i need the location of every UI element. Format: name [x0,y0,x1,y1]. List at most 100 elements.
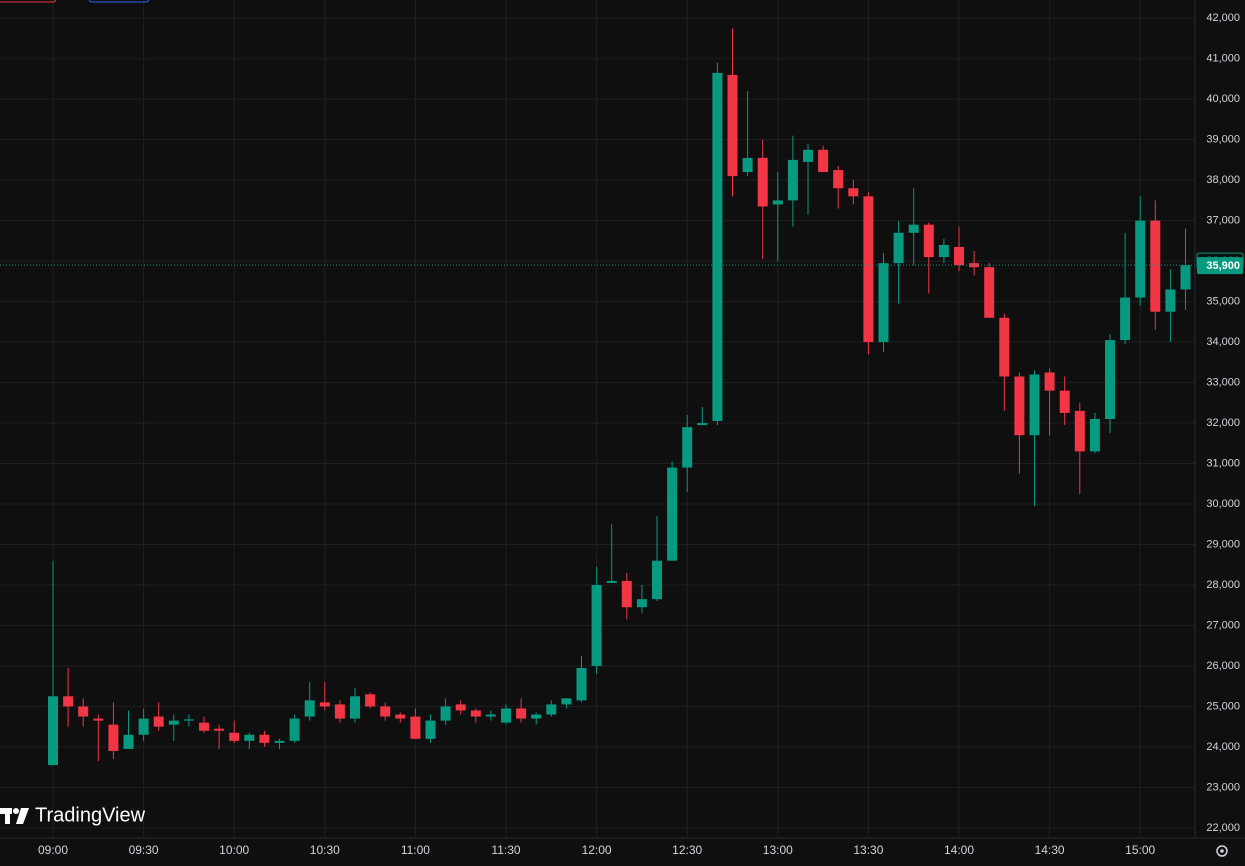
y-tick-label: 40,000 [1206,93,1240,105]
candles [48,28,1191,766]
y-tick-label: 23,000 [1206,781,1240,793]
x-tick-label: 09:00 [38,843,68,857]
candle-body [682,427,693,468]
candle-body [183,719,194,721]
x-tick-label: 09:30 [129,843,159,857]
last-price-box [1197,257,1243,275]
x-tick-label: 13:00 [763,843,793,857]
candle-body [636,599,647,608]
candle-body [304,700,315,717]
y-tick-label: 37,000 [1206,215,1240,227]
settings-dot[interactable] [1220,849,1224,853]
candle-body [591,584,602,666]
candle-body [63,696,74,707]
y-tick-label: 35,000 [1206,296,1240,308]
candle-body [652,560,662,600]
candle-body [365,694,376,707]
candle-body [395,714,406,719]
y-tick-label: 30,000 [1206,498,1240,510]
candle-body [1089,419,1100,452]
y-tick-label: 34,000 [1206,336,1240,348]
x-tick-label: 11:00 [401,843,430,857]
candle-body [999,317,1010,377]
candle-body [863,196,874,343]
candle-body [1044,372,1055,391]
candle-body [938,244,949,258]
candle-body [440,706,451,721]
x-tick-label: 12:00 [582,843,612,857]
candle-body [531,714,542,719]
toolbar-button[interactable] [88,0,150,3]
y-tick-label: 26,000 [1206,660,1240,672]
candle-body [123,734,134,749]
candle-body [214,728,225,731]
y-tick-label: 32,000 [1206,417,1240,429]
candle-body [969,263,980,268]
last-price-label: 35,900 [1206,260,1240,272]
candle-body [501,708,511,723]
y-tick-label: 27,000 [1206,619,1240,631]
candle-body [742,157,753,173]
candle-body [289,718,300,741]
candle-body [1059,390,1070,413]
logo-mark [5,808,10,824]
candle-body [621,580,632,608]
logo-mark [13,808,19,814]
candle-body [908,224,919,233]
y-tick-label: 24,000 [1206,741,1240,753]
candle-body [1074,410,1085,452]
candle-body [485,714,496,717]
candle-body [984,267,995,318]
y-tick-label: 28,000 [1206,579,1240,591]
candle-body [199,722,209,731]
candle-body [923,224,934,258]
x-tick-label: 13:30 [853,843,883,857]
candle-body [954,246,964,266]
candle-body [168,720,179,725]
y-tick-label: 22,000 [1206,822,1240,834]
candle-body [455,704,466,711]
candle-body [93,718,104,721]
y-tick-label: 31,000 [1206,457,1240,469]
x-tick-label: 14:00 [944,843,974,857]
candle-body [606,580,617,583]
candle-body [410,716,421,739]
x-tick-label: 14:30 [1035,843,1065,857]
candle-body [153,716,164,727]
candle-body [712,72,723,422]
candle-body [470,710,481,717]
settings-icon[interactable] [1216,845,1228,857]
candle-body [561,698,572,705]
x-tick-label: 12:30 [672,843,702,857]
candle-body [274,740,285,743]
candle-body [803,149,813,162]
x-tick-label: 11:30 [491,843,520,857]
candle-body [818,149,829,173]
watermark: TradingView [35,804,146,826]
candle-body [1014,376,1025,436]
candle-body [350,696,360,719]
candle-body [380,706,391,717]
candle-body [757,157,768,207]
y-tick-label: 41,000 [1206,53,1240,65]
candle-body [833,170,844,189]
candle-body [48,696,58,766]
logo [0,808,29,824]
candle-body [727,74,738,177]
settings-ring[interactable] [1216,845,1228,857]
candle-body [78,706,89,717]
candle-body [108,724,119,751]
y-tick-label: 42,000 [1206,12,1240,24]
candle-body [1180,265,1191,290]
candle-body [244,734,255,741]
candle-body [334,704,345,719]
candle-body [893,232,904,264]
candle-body [516,708,527,719]
candle-body [848,188,859,197]
toolbar-button[interactable] [0,0,57,3]
y-tick-label: 39,000 [1206,134,1240,146]
y-tick-label: 29,000 [1206,538,1240,550]
candle-body [546,704,557,715]
